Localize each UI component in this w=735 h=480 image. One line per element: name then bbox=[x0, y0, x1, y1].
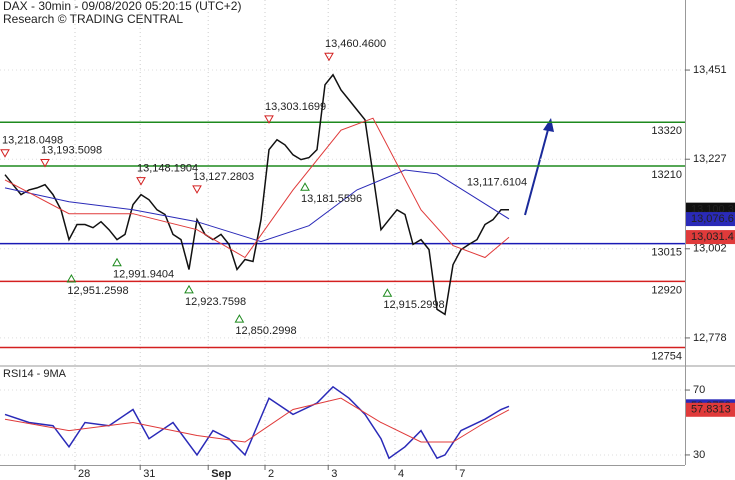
x-tick-label: 7 bbox=[459, 468, 465, 480]
x-tick-label: Sep bbox=[211, 468, 231, 480]
low-label: 12,951.2598 bbox=[67, 285, 128, 297]
high-marker bbox=[40, 159, 50, 168]
series-line bbox=[4, 385, 510, 460]
level-label: 12920 bbox=[651, 284, 682, 296]
level-label: 13015 bbox=[651, 247, 682, 259]
level-label: 13210 bbox=[651, 169, 682, 181]
series-line bbox=[4, 169, 510, 243]
y-tick-label: 13,451 bbox=[693, 64, 727, 76]
y-tick-label: 12,778 bbox=[693, 332, 727, 344]
price-tag bbox=[686, 230, 735, 245]
high-label: 13,460.4600 bbox=[325, 38, 386, 50]
high-label: 13,303.1699 bbox=[265, 101, 326, 113]
rsi-y-tick-label: 70 bbox=[693, 384, 705, 396]
level-label: 12754 bbox=[651, 350, 682, 362]
high-label: 13,218.0498 bbox=[2, 135, 63, 147]
low-marker bbox=[300, 182, 310, 191]
high-label: 13,127.2803 bbox=[193, 171, 254, 183]
high-label: 13,193.5098 bbox=[41, 144, 102, 156]
low-marker bbox=[66, 273, 77, 283]
high-marker bbox=[192, 185, 202, 194]
x-tick-label: 28 bbox=[78, 468, 90, 480]
low-label: 12,915.2998 bbox=[383, 299, 444, 311]
price-tag-label: 57.8313 bbox=[691, 404, 731, 416]
low-label: 12,850.2998 bbox=[235, 325, 296, 337]
low-label: 13,181.5596 bbox=[301, 193, 362, 205]
price-tag bbox=[686, 212, 735, 227]
low-marker bbox=[184, 284, 194, 294]
chart-title: DAX - 30min - 09/08/2020 05:20:15 (UTC+2… bbox=[3, 0, 241, 13]
y-tick-label: 13,002 bbox=[693, 243, 727, 255]
rsi-y-tick-label: 30 bbox=[693, 449, 705, 461]
high-marker bbox=[0, 149, 10, 158]
price-tag-label: 13,031.4 bbox=[691, 231, 734, 243]
rsi-title: RSI14 - 9MA bbox=[3, 368, 67, 380]
high-marker bbox=[324, 52, 334, 62]
low-marker bbox=[382, 288, 393, 297]
series-line bbox=[4, 397, 510, 443]
low-label: 12,923.7598 bbox=[185, 296, 246, 308]
series-line bbox=[4, 117, 510, 259]
forecast-arrow bbox=[524, 125, 550, 216]
low-marker bbox=[112, 257, 122, 267]
price-tag bbox=[686, 402, 735, 417]
x-tick-label: 31 bbox=[143, 468, 155, 480]
low-marker bbox=[234, 314, 245, 323]
chart-subtitle: Research © TRADING CENTRAL bbox=[3, 12, 183, 26]
level-label: 13320 bbox=[651, 125, 682, 137]
low-label: 12,991.9404 bbox=[113, 269, 174, 281]
x-tick-label: 3 bbox=[331, 468, 337, 480]
x-tick-label: 4 bbox=[398, 468, 404, 480]
price-tag-label: 13,076.6 bbox=[691, 213, 734, 225]
high-label: 13,148.1904 bbox=[137, 162, 198, 174]
high-marker bbox=[264, 115, 274, 124]
x-tick-label: 2 bbox=[268, 468, 274, 480]
price-label: 13,117.6104 bbox=[467, 177, 527, 189]
high-marker bbox=[136, 177, 146, 186]
y-tick-label: 13,227 bbox=[693, 153, 727, 165]
